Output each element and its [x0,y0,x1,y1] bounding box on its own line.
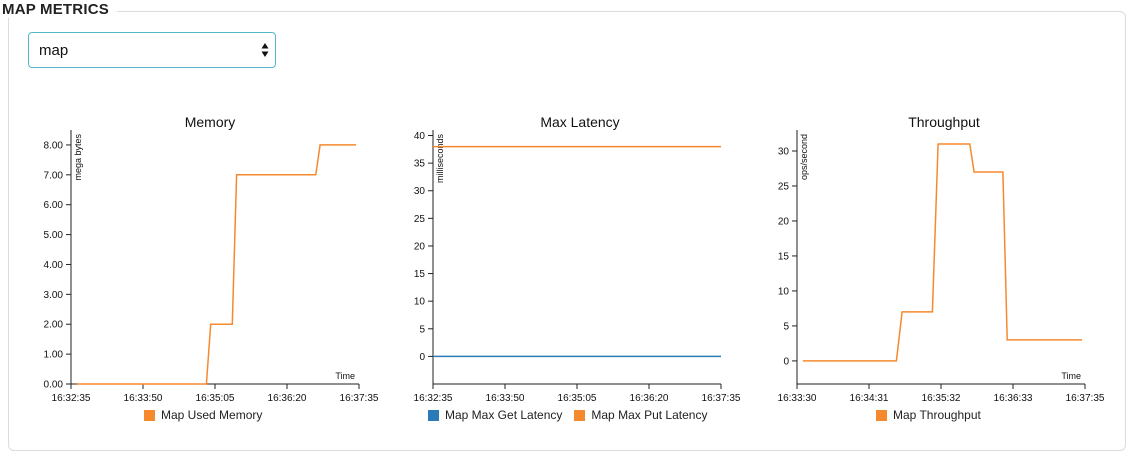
memory-chart-plot: 0.00 1.00 2.00 3.00 4.00 5.00 6.00 7.00 8.00 16:3… [44,130,379,404]
legend-swatch [574,409,586,421]
legend-label: Map Throughput [893,408,981,422]
y-tick-label: 10 [778,286,790,297]
x-axis-label: Time [1061,371,1081,381]
y-tick-label: 20 [778,216,790,227]
map-select[interactable]: map [28,32,276,68]
y-tick-label: 15 [778,251,790,262]
map-select-value: map [39,42,69,59]
y-tick-label: 20 [414,241,426,252]
x-tick-label: 16:33:50 [124,393,163,404]
memory-chart: Memory 0.00 1.00 2.00 3.00 4.00 5.00 6.00 7.00 8… [20,108,400,428]
legend-item-map-max-put-latency[interactable]: Map Max Put Latency [574,408,707,422]
y-tick-label: 2.00 [44,320,64,331]
chart-title: Throughput [908,114,980,130]
throughput-chart: Throughput 0 5 10 15 20 25 30 16:33:30 16:34:31 1… [754,108,1134,428]
y-tick-label: 1.00 [44,350,64,361]
y-axis-label: milliseconds [435,134,445,184]
panel-title: MAP METRICS [0,1,117,18]
x-tick-label: 16:35:05 [196,393,235,404]
x-tick-label: 16:37:35 [702,393,741,404]
y-tick-label: 5 [783,321,789,332]
legend-swatch [876,409,887,421]
legend-item-map-used-memory[interactable]: Map Used Memory [144,408,262,422]
x-tick-label: 16:32:35 [414,393,453,404]
legend-item-map-throughput[interactable]: Map Throughput [876,408,981,422]
x-tick-label: 16:36:33 [994,393,1033,404]
series-line [76,144,357,385]
legend-swatch [428,409,439,421]
y-tick-label: 25 [414,214,426,225]
legend-label: Map Used Memory [161,408,263,422]
legend-label: Map Max Put Latency [591,408,708,422]
chart-title: Max Latency [540,114,620,130]
y-tick-label: 30 [778,146,790,157]
y-tick-label: 5 [419,324,425,335]
series-line [802,143,1083,362]
x-tick-label: 16:32:35 [52,393,91,404]
legend-label: Map Max Get Latency [445,408,563,422]
y-tick-label: 0 [783,356,789,367]
y-tick-label: 5.00 [44,230,64,241]
x-tick-label: 16:35:05 [558,393,597,404]
chart-title: Memory [184,114,236,130]
latency-legend: Map Max Get Latency Map Max Put Latency [428,408,707,422]
x-tick-label: 16:33:50 [486,393,525,404]
up-down-caret-icon [261,43,269,57]
x-tick-label: 16:36:20 [268,393,307,404]
x-tick-label: 16:36:20 [630,393,669,404]
x-tick-label: 16:37:35 [1066,393,1105,404]
y-tick-label: 7.00 [44,170,64,181]
throughput-chart-plot: 0 5 10 15 20 25 30 16:33:30 16:34:31 16:35:32 16:3… [778,130,1105,404]
x-tick-label: 16:33:30 [778,393,817,404]
y-tick-label: 0 [419,352,425,363]
y-tick-label: 40 [414,131,426,142]
y-tick-label: 6.00 [44,200,64,211]
x-tick-label: 16:35:32 [922,393,961,404]
y-tick-label: 25 [778,181,790,192]
y-tick-label: 8.00 [44,140,64,151]
y-tick-label: 3.00 [44,290,64,301]
y-tick-label: 10 [414,297,426,308]
throughput-legend: Map Throughput [876,408,981,422]
latency-chart-plot: 0 5 10 15 20 25 30 35 40 16:32:35 16:33:50 16:35:05… [414,130,741,404]
y-axis-label: mega bytes [73,134,83,181]
x-tick-label: 16:37:35 [340,393,379,404]
y-tick-label: 0.00 [44,380,64,391]
x-axis-label: Time [335,371,355,381]
legend-item-map-max-get-latency[interactable]: Map Max Get Latency [428,408,562,422]
latency-chart: Max Latency 0 5 10 15 20 25 30 35 40 16:32:35 16:3… [390,108,770,428]
y-tick-label: 35 [414,159,426,170]
x-tick-label: 16:34:31 [850,393,889,404]
y-tick-label: 15 [414,269,426,280]
legend-swatch [144,409,155,421]
y-axis-label: ops/second [799,134,809,180]
y-tick-label: 30 [414,186,426,197]
memory-legend: Map Used Memory [144,408,262,422]
y-tick-label: 4.00 [44,260,64,271]
